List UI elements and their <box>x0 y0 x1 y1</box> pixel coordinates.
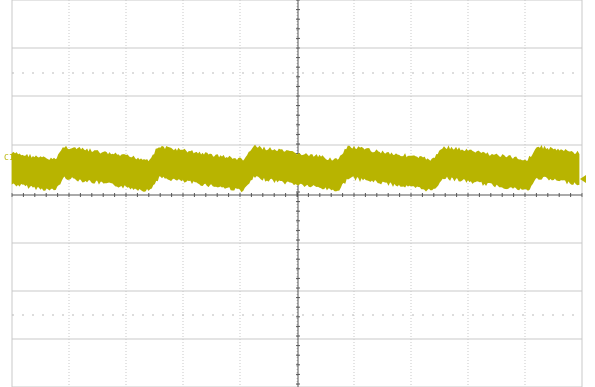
trigger-level-marker <box>580 175 586 183</box>
channel-1-waveform <box>11 144 580 193</box>
channel-1-label: C1 <box>4 153 14 162</box>
axis-minor-ticks <box>11 0 583 385</box>
